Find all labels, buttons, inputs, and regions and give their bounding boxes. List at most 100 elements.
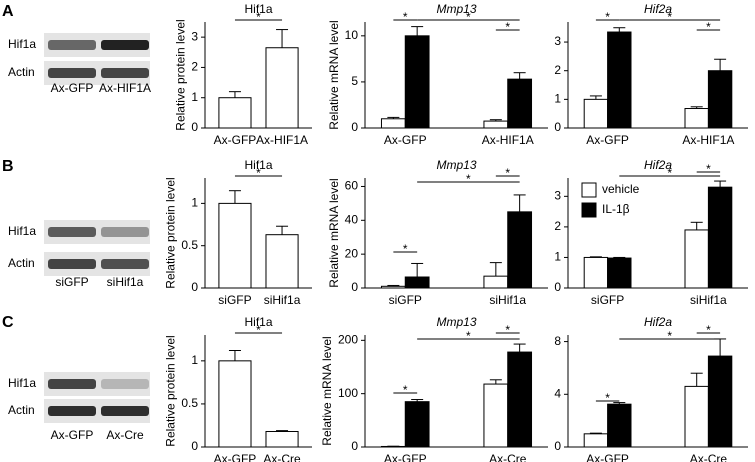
bar [380, 285, 406, 289]
bar [707, 70, 733, 129]
error-bar [387, 284, 400, 287]
significance-label: * [466, 172, 471, 186]
bar [583, 433, 609, 448]
bar [404, 276, 430, 289]
y-tick-label: 0.5 [181, 396, 198, 410]
error-bar [276, 225, 289, 235]
y-tick-label: 0 [554, 280, 561, 294]
blot-band [101, 227, 149, 237]
blot-band [101, 68, 149, 78]
x-tick-label: Ax-HIF1A [482, 133, 534, 147]
x-tick-label: siGFP [218, 293, 251, 307]
significance-label: * [706, 162, 711, 176]
chart-title: Mmp13 [436, 2, 476, 16]
significance-label: * [505, 323, 510, 337]
x-tick-label: Ax-GFP [214, 133, 257, 147]
y-tick-label: 3 [554, 189, 561, 203]
y-tick-label: 1 [191, 196, 198, 210]
significance-label: * [466, 329, 471, 343]
legend-swatch [581, 182, 597, 198]
y-tick-label: 1 [191, 90, 198, 104]
significance-label: * [706, 20, 711, 34]
bar [483, 383, 509, 448]
x-tick-label: Ax-Cre [690, 452, 728, 462]
y-tick-label: 40 [345, 212, 359, 226]
x-tick-label: Ax-HIF1A [682, 133, 734, 147]
blot-row-label: Actin [8, 65, 35, 79]
bar [583, 98, 609, 129]
bar [483, 275, 509, 289]
y-tick-label: 0 [351, 120, 358, 134]
error-bar [513, 343, 526, 353]
error-bar [411, 262, 424, 277]
y-tick-label: 2 [554, 219, 561, 233]
x-tick-label: Ax-Cre [263, 452, 301, 462]
error-bar [690, 372, 703, 387]
significance-label: * [256, 323, 261, 337]
chart-title: Mmp13 [436, 315, 476, 329]
legend-label: IL-1β [602, 202, 630, 216]
x-tick-label: siGFP [591, 293, 624, 307]
x-tick-label: Ax-GFP [214, 452, 257, 462]
x-tick-label: Ax-HIF1A [256, 133, 308, 147]
lane-label: Ax-Cre [106, 428, 144, 442]
error-bar [228, 91, 241, 98]
y-tick-label: 3 [554, 34, 561, 48]
error-bar [714, 58, 727, 71]
bar [684, 108, 709, 129]
y-tick-label: 0 [191, 439, 198, 453]
bar [218, 97, 252, 129]
blot-row-label: Hif1a [8, 376, 36, 390]
y-tick-label: 2 [191, 60, 198, 74]
bar [265, 234, 299, 289]
bar [404, 35, 430, 129]
y-tick-label: 0 [191, 120, 198, 134]
significance-label: * [505, 20, 510, 34]
chart-title: Hif2a [644, 2, 672, 16]
y-tick-label: 20 [345, 246, 359, 260]
error-bar [513, 194, 526, 212]
panel-letter: A [2, 3, 14, 20]
bar [707, 355, 733, 448]
y-axis-label: Relative protein level [163, 177, 177, 288]
error-bar [276, 430, 289, 432]
panel-letter: B [2, 158, 14, 175]
y-axis-label: Relative mRNA level [327, 20, 341, 129]
x-tick-label: Ax-GFP [384, 133, 427, 147]
chart-title: Hif1a [244, 2, 272, 16]
error-bar [690, 221, 703, 230]
x-tick-label: siGFP [389, 293, 422, 307]
legend-label: vehicle [602, 182, 640, 196]
panel-letter: C [2, 314, 14, 331]
blot-row-label: Hif1a [8, 224, 36, 238]
blot-band [48, 259, 96, 269]
significance-label: * [403, 10, 408, 24]
y-tick-label: 5 [351, 74, 358, 88]
blot-band [48, 40, 96, 50]
x-tick-label: siHif1a [690, 293, 727, 307]
error-bar [613, 256, 626, 259]
error-bar [589, 432, 602, 434]
bar [218, 360, 252, 448]
y-axis-label: Relative mRNA level [320, 336, 334, 445]
blot-band [48, 406, 96, 416]
y-tick-label: 1 [191, 353, 198, 367]
error-bar [714, 338, 727, 357]
y-tick-label: 0 [554, 120, 561, 134]
error-bar [489, 119, 502, 122]
chart-title: Hif2a [644, 315, 672, 329]
x-tick-label: Ax-GFP [586, 133, 629, 147]
lane-label: Ax-HIF1A [99, 81, 151, 95]
blot-band [101, 379, 149, 389]
blot-band [48, 68, 96, 78]
significance-label: * [256, 10, 261, 24]
significance-label: * [466, 10, 471, 24]
y-axis-label: Relative protein level [163, 335, 177, 446]
error-bar [489, 262, 502, 277]
lane-label: Ax-GFP [51, 81, 94, 95]
y-tick-label: 4 [554, 386, 561, 400]
significance-label: * [706, 323, 711, 337]
blot-row-label: Hif1a [8, 37, 36, 51]
error-bar [489, 379, 502, 385]
y-tick-label: 0 [191, 280, 198, 294]
